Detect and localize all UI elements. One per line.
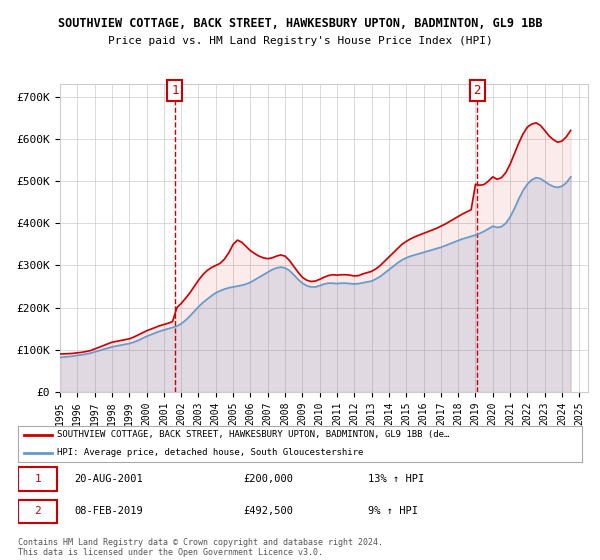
Text: 1: 1 [171,84,179,97]
FancyBboxPatch shape [18,500,58,524]
Text: SOUTHVIEW COTTAGE, BACK STREET, HAWKESBURY UPTON, BADMINTON, GL9 1BB: SOUTHVIEW COTTAGE, BACK STREET, HAWKESBU… [58,17,542,30]
Text: £492,500: £492,500 [244,506,293,516]
Text: 13% ↑ HPI: 13% ↑ HPI [368,474,424,484]
Text: HPI: Average price, detached house, South Gloucestershire: HPI: Average price, detached house, Sout… [58,449,364,458]
Text: 9% ↑ HPI: 9% ↑ HPI [368,506,418,516]
Text: Contains HM Land Registry data © Crown copyright and database right 2024.: Contains HM Land Registry data © Crown c… [18,538,383,547]
Text: 08-FEB-2019: 08-FEB-2019 [74,506,143,516]
Text: This data is licensed under the Open Government Licence v3.0.: This data is licensed under the Open Gov… [18,548,323,557]
Text: £200,000: £200,000 [244,474,293,484]
Text: Price paid vs. HM Land Registry's House Price Index (HPI): Price paid vs. HM Land Registry's House … [107,36,493,46]
Text: SOUTHVIEW COTTAGE, BACK STREET, HAWKESBURY UPTON, BADMINTON, GL9 1BB (de…: SOUTHVIEW COTTAGE, BACK STREET, HAWKESBU… [58,430,450,439]
Text: 2: 2 [34,506,41,516]
Text: 20-AUG-2001: 20-AUG-2001 [74,474,143,484]
Text: 2: 2 [473,84,481,97]
FancyBboxPatch shape [18,468,58,491]
Text: 1: 1 [34,474,41,484]
